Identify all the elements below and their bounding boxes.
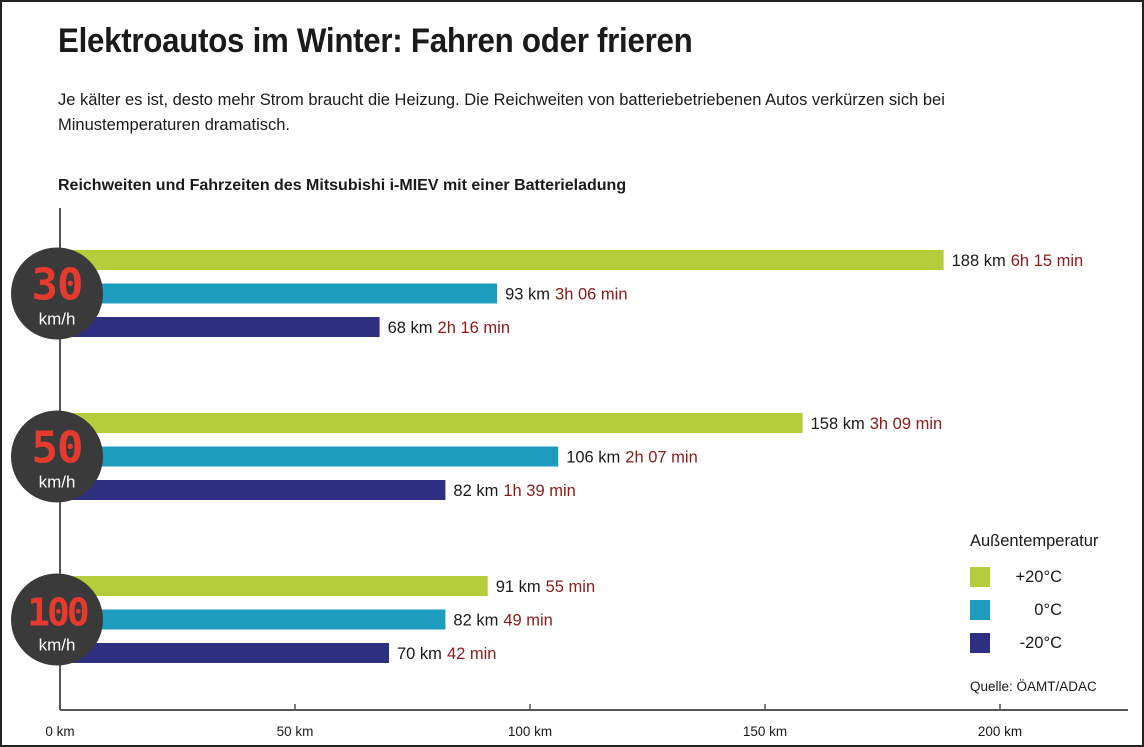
legend: Außentemperatur +20°C 0°C -20°C [970, 532, 1130, 666]
bar-minus20 [60, 480, 446, 500]
bar-minus20 [60, 643, 389, 663]
bar-plus20 [60, 576, 488, 596]
time-label: 2h 16 min [438, 319, 510, 337]
time-label: 1h 39 min [503, 482, 575, 500]
x-tick-label: 200 km [978, 724, 1022, 739]
bar-value-label: 158 km 3h 09 min [811, 415, 943, 433]
legend-label-minus20: -20°C [1019, 634, 1062, 652]
bar-value-label: 68 km 2h 16 min [388, 319, 510, 337]
distance-label: 158 km [811, 415, 865, 433]
bar-value-label: 188 km 6h 15 min [952, 252, 1084, 270]
x-tick-label: 50 km [277, 724, 314, 739]
speed-badge [11, 573, 103, 666]
legend-title: Außentemperatur [970, 532, 1099, 550]
legend-item-plus20: +20°C [970, 567, 1130, 600]
page-title: Elektroautos im Winter: Fahren oder frie… [58, 22, 693, 60]
bar-zero [60, 609, 446, 630]
distance-label: 188 km [952, 252, 1006, 270]
time-label: 3h 09 min [870, 415, 942, 433]
speed-badge [11, 410, 103, 503]
bar-minus20 [60, 317, 380, 337]
bar-value-label: 70 km 42 min [397, 645, 496, 663]
distance-label: 106 km [566, 449, 620, 467]
bar-plus20 [60, 413, 803, 433]
distance-label: 82 km [453, 612, 498, 630]
legend-item-minus20: -20°C [970, 633, 1130, 666]
speed-badge-unit: km/h [39, 473, 76, 492]
distance-label: 70 km [397, 645, 442, 663]
distance-label: 91 km [496, 578, 541, 596]
speed-badge [11, 247, 103, 340]
legend-swatch-plus20 [970, 567, 990, 587]
legend-label-plus20: +20°C [1015, 568, 1062, 586]
x-tick-label: 150 km [743, 724, 787, 739]
chart-title: Reichweiten und Fahrzeiten des Mitsubish… [58, 177, 627, 194]
speed-badge-number: 100 [27, 591, 88, 635]
legend-label-zero: 0°C [1034, 601, 1062, 619]
time-label: 6h 15 min [1011, 252, 1083, 270]
speed-badge-unit: km/h [39, 310, 76, 329]
time-label: 3h 06 min [555, 286, 627, 304]
distance-label: 68 km [388, 319, 433, 337]
source-note: Quelle: ÖAMT/ADAC [970, 679, 1097, 694]
legend-swatch-zero [970, 600, 990, 620]
time-label: 49 min [503, 612, 553, 630]
distance-label: 93 km [505, 286, 550, 304]
speed-badge-number: 30 [32, 260, 83, 311]
bar-value-label: 82 km 49 min [453, 612, 552, 630]
bar-value-label: 82 km 1h 39 min [453, 482, 575, 500]
x-tick-label: 0 km [45, 724, 74, 739]
bar-zero [60, 446, 559, 467]
time-label: 2h 07 min [625, 449, 697, 467]
page-subtitle: Je kälter es ist, desto mehr Strom brauc… [58, 91, 945, 134]
time-label: 55 min [546, 578, 596, 596]
bar-value-label: 91 km 55 min [496, 578, 595, 596]
bar-value-label: 93 km 3h 06 min [505, 286, 627, 304]
bar-value-label: 106 km 2h 07 min [566, 449, 698, 467]
bar-plus20 [60, 250, 944, 270]
speed-badge-unit: km/h [39, 636, 76, 655]
time-label: 42 min [447, 645, 497, 663]
legend-swatch-minus20 [970, 633, 990, 653]
x-tick-label: 100 km [508, 724, 552, 739]
legend-item-zero: 0°C [970, 600, 1130, 633]
bar-zero [60, 283, 498, 304]
speed-badge-number: 50 [32, 423, 83, 474]
distance-label: 82 km [453, 482, 498, 500]
